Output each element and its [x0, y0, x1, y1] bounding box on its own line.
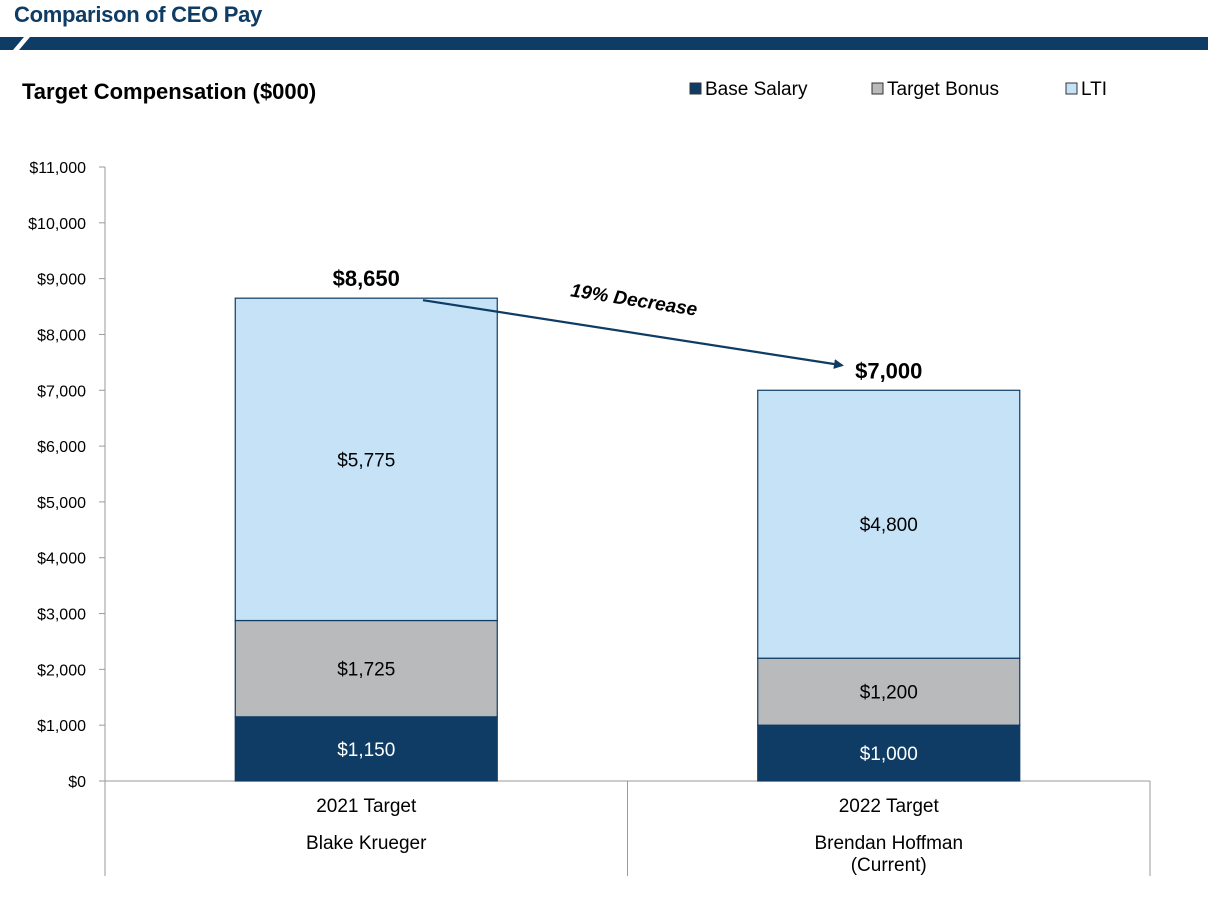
y-tick-label: $11,000 — [29, 160, 86, 177]
y-tick-label: $2,000 — [37, 662, 86, 679]
legend-swatch-lti — [1065, 82, 1078, 95]
y-tick-label: $7,000 — [37, 383, 86, 400]
y-tick-label: $8,000 — [37, 327, 86, 344]
bar-target-bonus — [234, 619, 498, 718]
title-bar-accent — [0, 37, 24, 50]
decrease-arrow — [422, 299, 844, 369]
legend-label-base-salary: Base Salary — [705, 79, 808, 100]
total-label: $7,000 — [855, 358, 922, 383]
bar-target-bonus — [757, 657, 1021, 726]
data-label: $1,000 — [860, 744, 918, 765]
bar-lti — [234, 297, 498, 622]
decrease-annotation: 19% Decrease — [569, 280, 699, 320]
data-label: $1,200 — [860, 683, 918, 704]
y-tick-label: $6,000 — [37, 439, 86, 456]
legend-label-lti: LTI — [1081, 79, 1107, 100]
data-label: $5,775 — [337, 450, 395, 471]
data-label: $1,150 — [337, 740, 395, 761]
y-tick-label: $3,000 — [37, 607, 86, 624]
total-label: $8,650 — [333, 266, 400, 291]
y-tick-label: $9,000 — [37, 272, 86, 289]
title-bar — [0, 37, 1208, 50]
category-sublabel: Blake Krueger — [306, 833, 427, 854]
bar-lti — [757, 389, 1021, 659]
page-title: Comparison of CEO Pay — [14, 2, 262, 27]
data-label: $1,725 — [337, 660, 395, 681]
x-tick-label: 2022 Target — [839, 796, 940, 817]
category-sublabel: (Current) — [851, 855, 927, 876]
legend-label-target-bonus: Target Bonus — [887, 79, 999, 100]
y-tick-label: $4,000 — [37, 551, 86, 568]
y-tick-label: $10,000 — [28, 216, 86, 233]
y-tick-label: $1,000 — [37, 718, 86, 735]
data-label: $4,800 — [860, 515, 918, 536]
y-tick-label: $5,000 — [37, 495, 86, 512]
legend-swatch-target-bonus — [871, 82, 884, 95]
x-tick-label: 2021 Target — [316, 796, 417, 817]
chart-title: Target Compensation ($000) — [22, 79, 316, 104]
legend-swatch-base-salary — [689, 82, 702, 95]
y-tick-label: $0 — [68, 774, 86, 791]
category-sublabel: Brendan Hoffman — [814, 833, 963, 854]
title-bar-navy — [19, 37, 1208, 50]
bar-base-salary — [234, 716, 498, 782]
